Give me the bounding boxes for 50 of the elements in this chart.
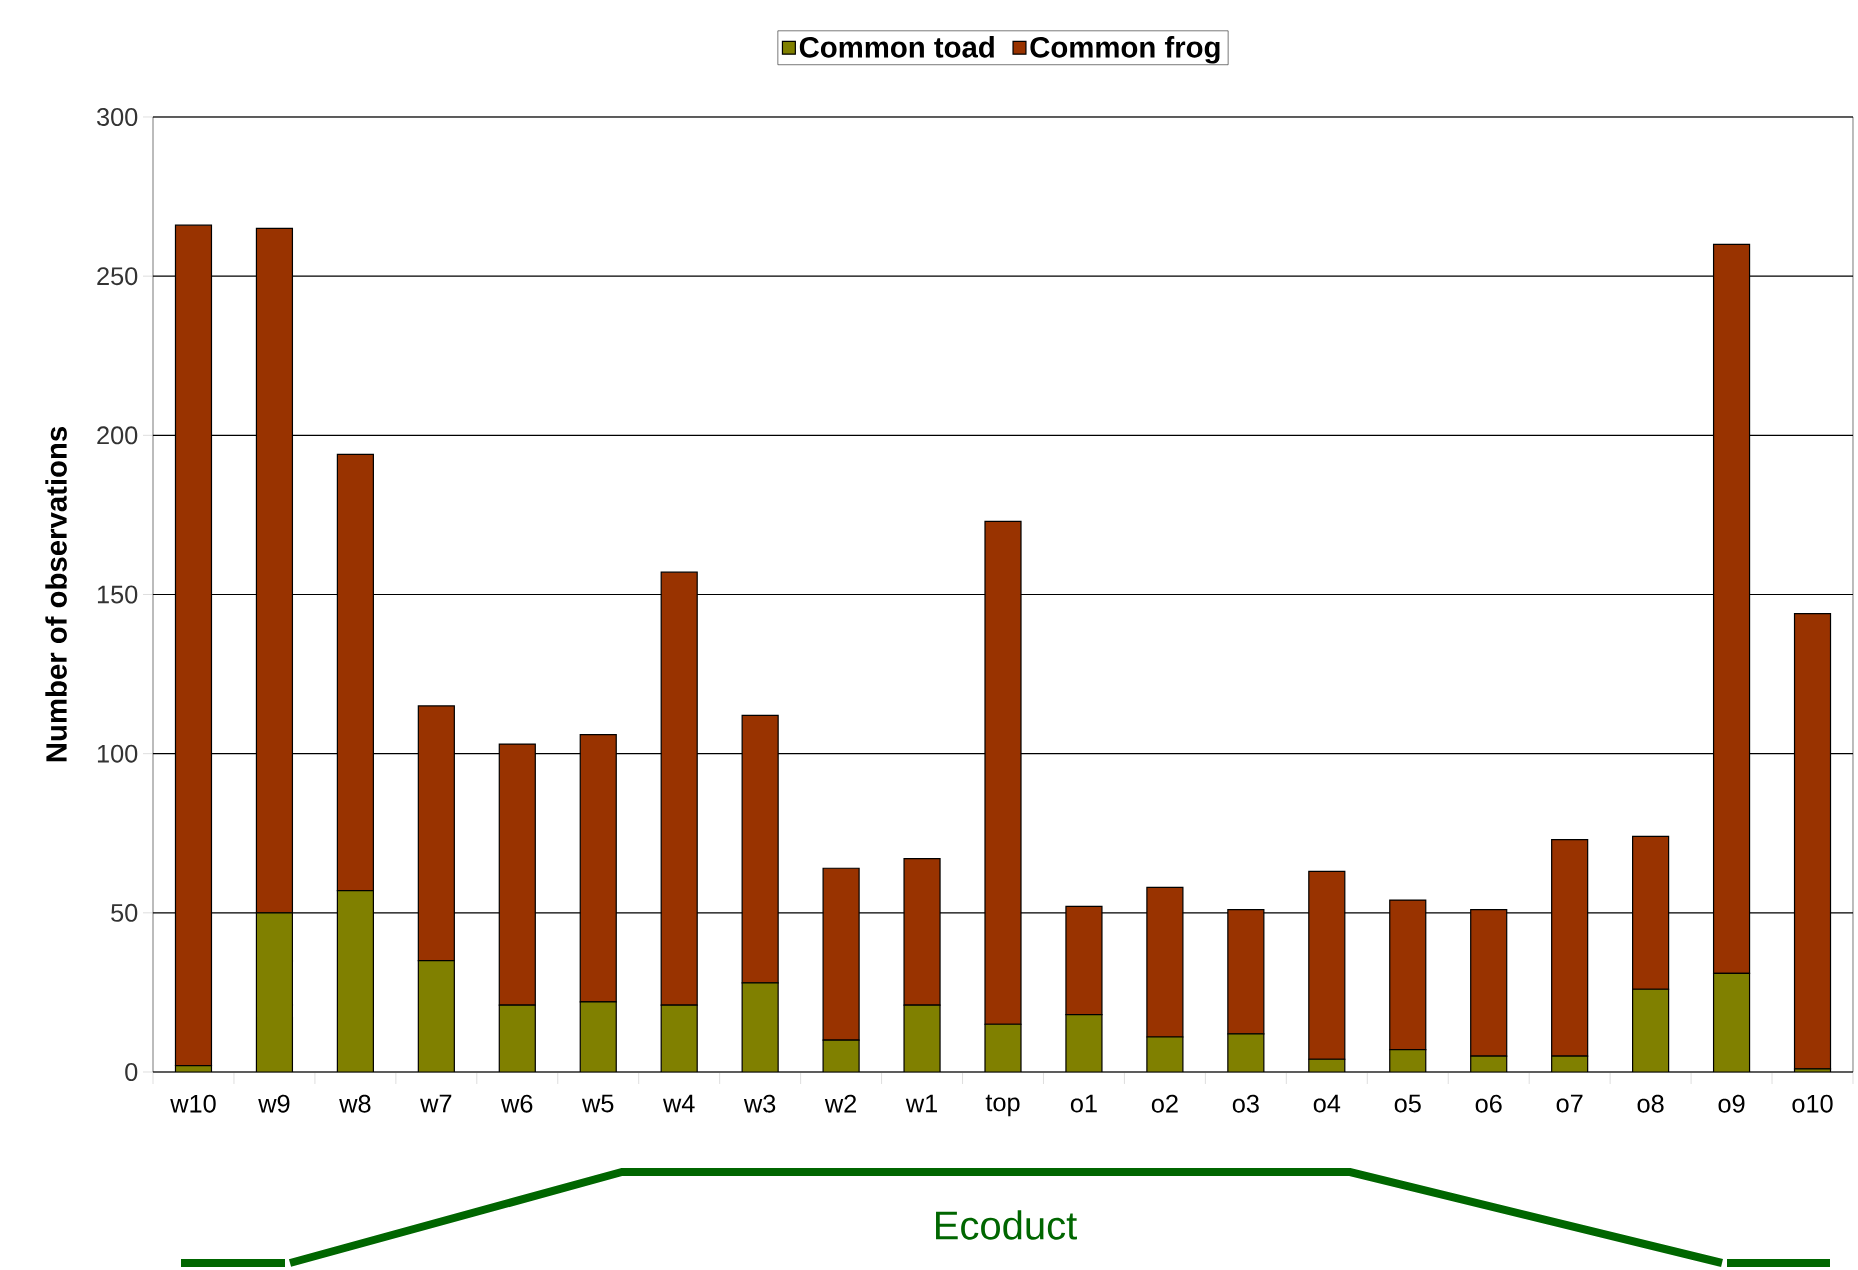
x-tick-label: o1	[1070, 1094, 1097, 1113]
x-tick-label: w2	[824, 1094, 857, 1113]
y-tick-label: 0	[125, 1063, 138, 1081]
bar	[984, 1023, 1022, 1072]
bar	[255, 912, 294, 1072]
x-tick-label: o9	[1718, 1094, 1745, 1113]
bar	[1065, 1014, 1103, 1072]
bar	[741, 982, 779, 1072]
x-tick-label: o3	[1232, 1094, 1259, 1113]
bar	[417, 959, 455, 1072]
bar	[660, 1004, 698, 1072]
x-tick-label: o8	[1637, 1094, 1664, 1113]
bar	[1389, 899, 1427, 1051]
y-axis-title: Number of observations	[45, 427, 67, 762]
bar	[1227, 909, 1265, 1035]
bar	[1065, 905, 1103, 1016]
bar	[1632, 988, 1670, 1072]
y-tick-label: 150	[97, 585, 138, 604]
x-tick-label: w7	[420, 1094, 452, 1113]
bar	[498, 1004, 536, 1072]
y-tick-label: 100	[97, 744, 138, 763]
x-tick-label: w10	[170, 1094, 216, 1113]
y-tick-label: 200	[97, 426, 138, 445]
bar	[1470, 909, 1508, 1057]
x-tick-label: o7	[1556, 1094, 1583, 1113]
x-tick-label: o2	[1151, 1094, 1178, 1113]
y-tick-label: 250	[97, 267, 138, 286]
x-tick-label: w5	[582, 1094, 614, 1113]
x-tick-label: top	[985, 1094, 1020, 1117]
bar	[1389, 1049, 1427, 1072]
bar	[903, 1004, 941, 1072]
bar	[1227, 1033, 1265, 1072]
legend-label: Common frog	[1030, 36, 1220, 64]
x-tick-label: w3	[743, 1094, 776, 1113]
x-tick-label: w9	[258, 1094, 290, 1113]
x-tick-label: o6	[1475, 1094, 1502, 1113]
bar	[1712, 972, 1751, 1072]
x-tick-label: o5	[1394, 1094, 1421, 1113]
x-tick-label: o10	[1792, 1094, 1833, 1113]
x-tick-label: w4	[662, 1094, 695, 1113]
x-tick-label: o4	[1313, 1094, 1341, 1113]
y-tick-label: 300	[96, 108, 138, 126]
x-tick-label: w8	[339, 1094, 371, 1113]
text: Ecoduct	[936, 1210, 1077, 1240]
legend-label: Common toad	[799, 36, 994, 58]
x-tick-label: w1	[905, 1094, 937, 1113]
x-tick-label: w6	[501, 1094, 533, 1113]
y-tick-label: 50	[111, 903, 138, 922]
bar	[336, 889, 374, 1072]
bar	[579, 1001, 617, 1072]
